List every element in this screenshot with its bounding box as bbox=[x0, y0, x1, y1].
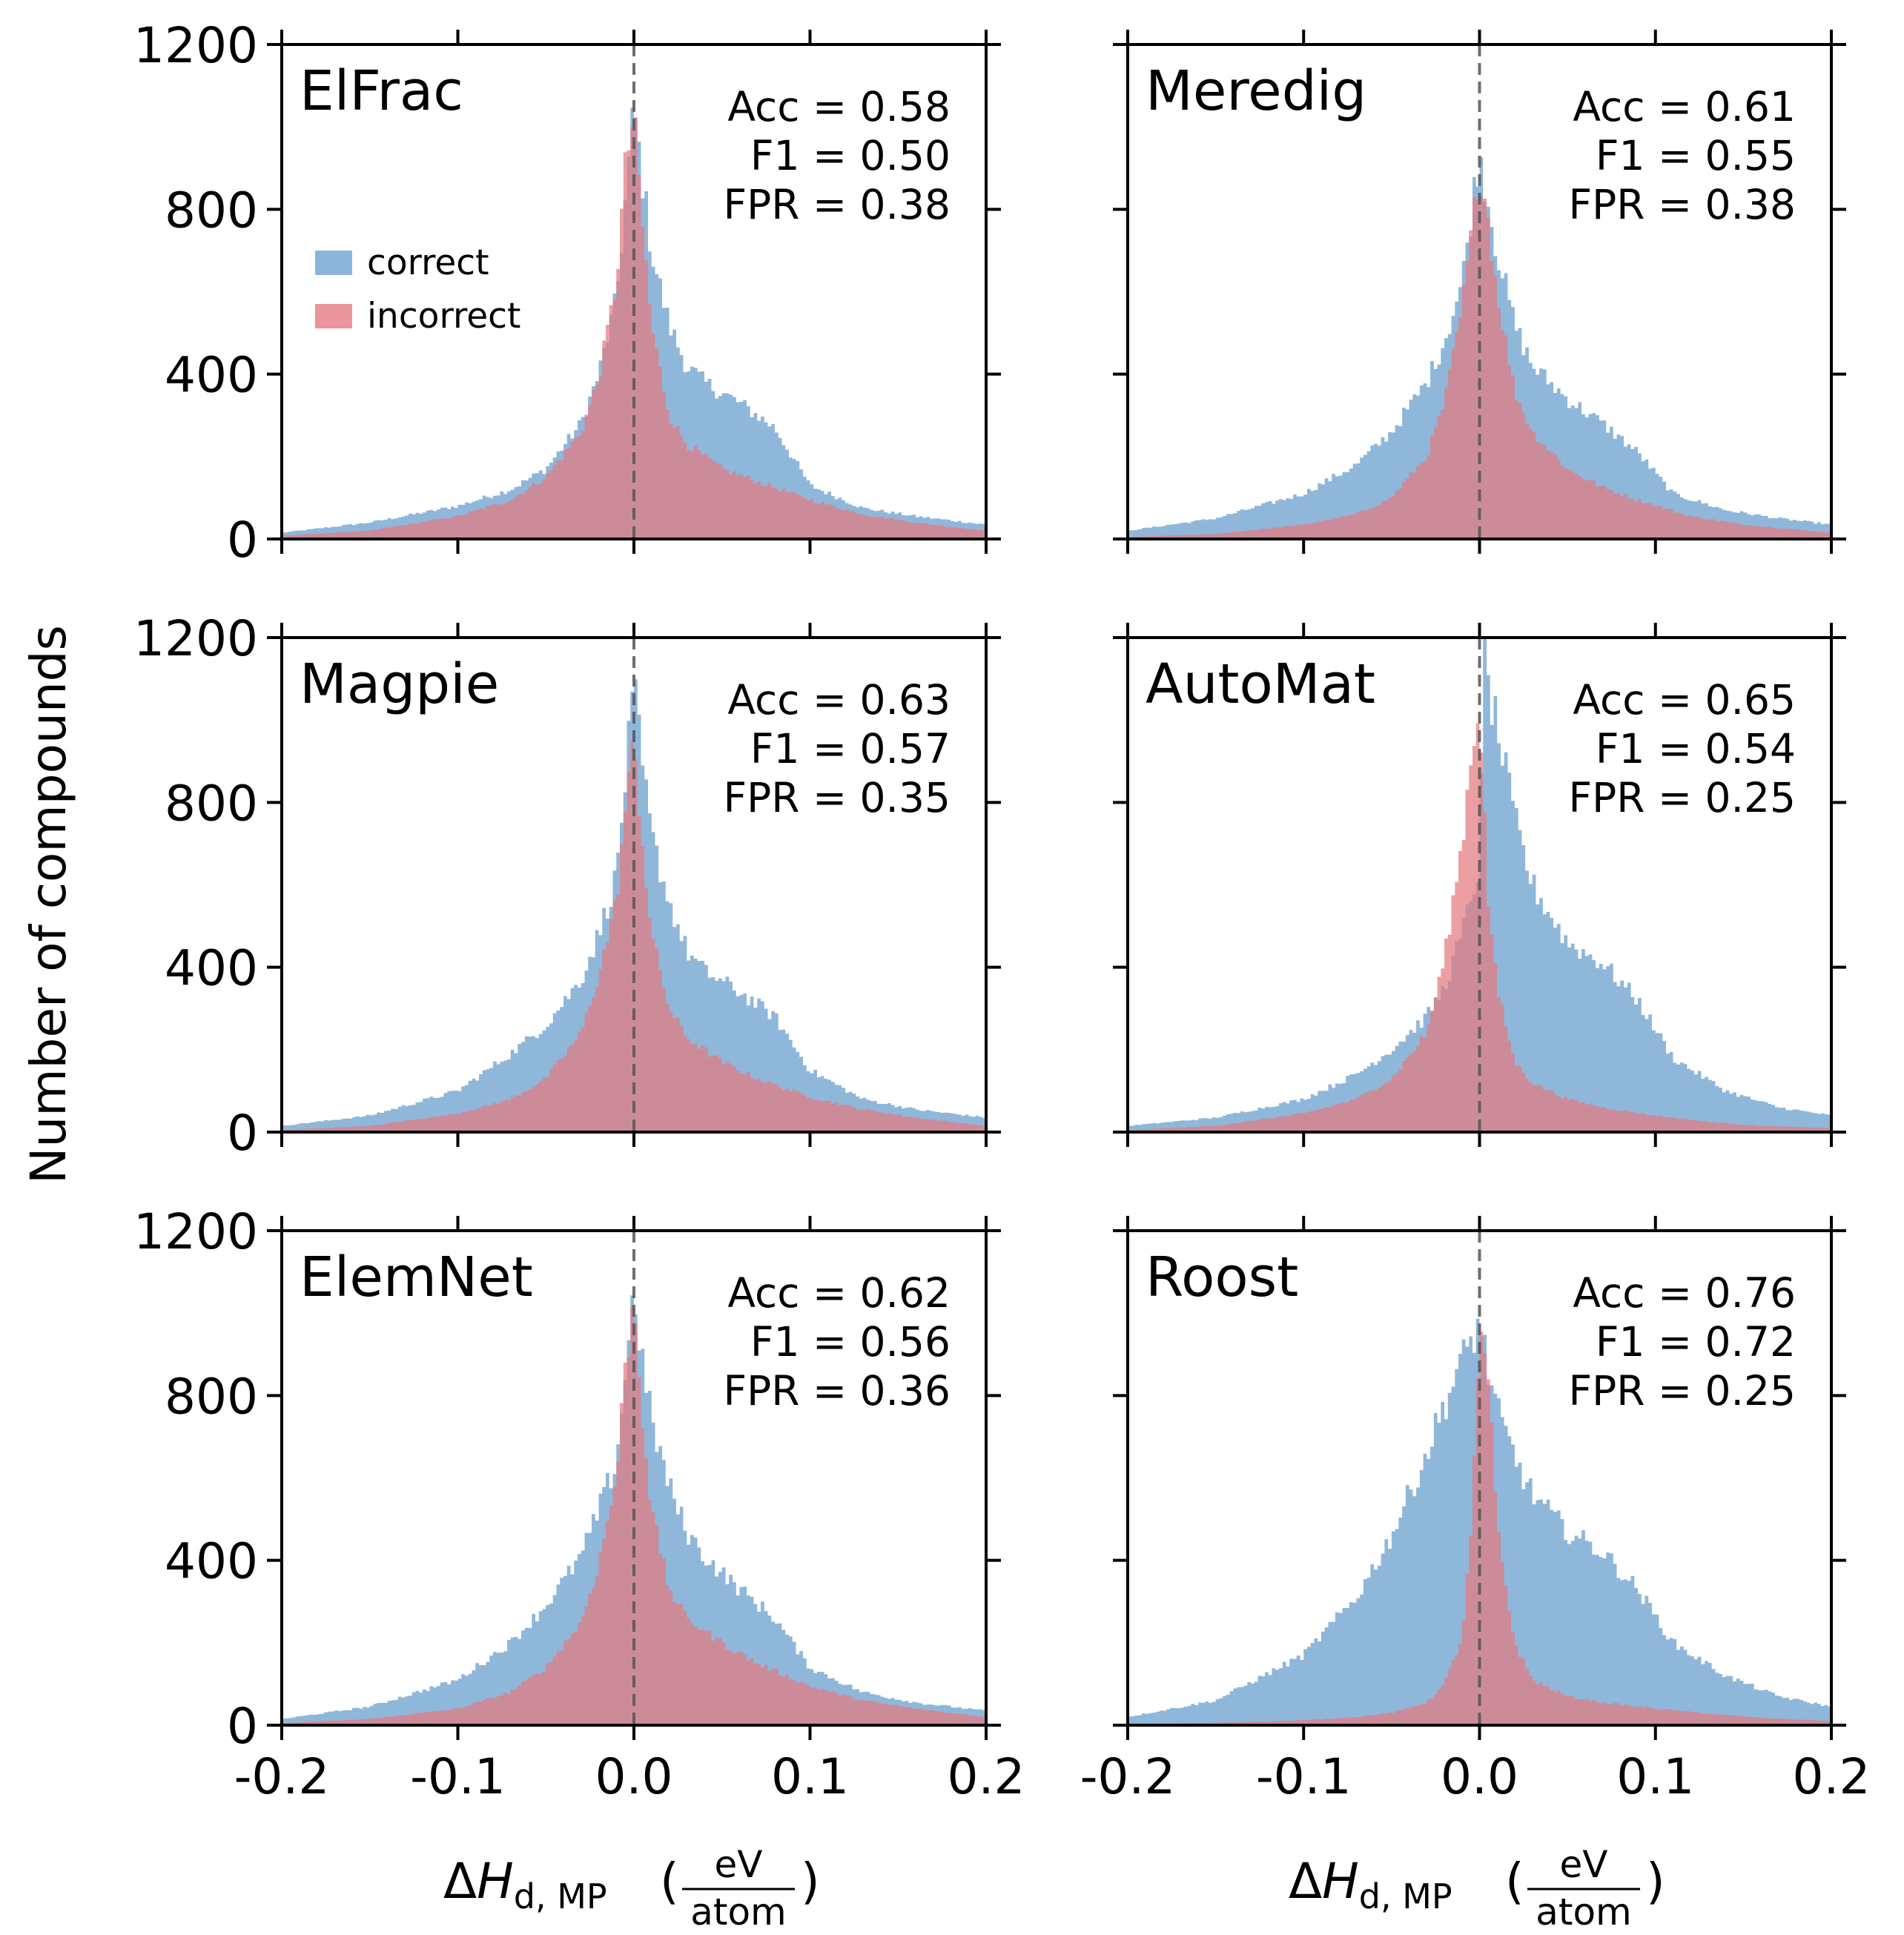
x-tick-label-roost-0: -0.2 bbox=[1080, 1748, 1176, 1805]
metric-f1-roost: F1 = 0.72 bbox=[1596, 1318, 1796, 1366]
x-label-num: eV bbox=[715, 1843, 763, 1886]
legend-label-correct: correct bbox=[367, 242, 489, 283]
y-tick-label-magpie-2: 800 bbox=[165, 775, 258, 832]
x-axis-label-left: ΔHd, MP ( eV atom ) bbox=[443, 1843, 820, 1934]
y-tick-label-elfrac-1: 400 bbox=[165, 347, 258, 404]
x-label-open-r: ( bbox=[1505, 1853, 1524, 1910]
x-label-sub-r: d, MP bbox=[1359, 1876, 1452, 1916]
x-label-h-r: H bbox=[1322, 1853, 1359, 1910]
metric-acc-elfrac: Acc = 0.58 bbox=[727, 83, 951, 130]
metric-fpr-magpie: FPR = 0.35 bbox=[723, 774, 951, 821]
panel-title-elemnet: ElemNet bbox=[300, 1246, 533, 1309]
x-tick-label-elemnet-3: 0.1 bbox=[771, 1748, 849, 1805]
x-tick-label-roost-3: 0.1 bbox=[1616, 1748, 1694, 1805]
metric-fpr-automat: FPR = 0.25 bbox=[1568, 774, 1796, 821]
y-tick-label-elfrac-3: 1200 bbox=[133, 17, 258, 74]
panel-title-roost: Roost bbox=[1146, 1246, 1298, 1309]
metric-acc-meredig: Acc = 0.61 bbox=[1573, 83, 1796, 130]
x-label-open: ( bbox=[660, 1853, 679, 1910]
legend-swatch-incorrect bbox=[315, 304, 352, 328]
panel-title-magpie: Magpie bbox=[300, 652, 499, 716]
metric-acc-roost: Acc = 0.76 bbox=[1573, 1269, 1796, 1317]
metric-f1-automat: F1 = 0.54 bbox=[1596, 725, 1796, 773]
y-tick-label-elfrac-2: 800 bbox=[165, 182, 258, 239]
x-label-h: H bbox=[477, 1853, 514, 1910]
legend: correct incorrect bbox=[315, 242, 520, 337]
metric-acc-magpie: Acc = 0.63 bbox=[727, 676, 951, 724]
metric-fpr-meredig: FPR = 0.38 bbox=[1568, 181, 1796, 228]
x-label-num-r: eV bbox=[1560, 1843, 1608, 1886]
svg-text:ΔHd, MP: ΔHd, MP bbox=[443, 1853, 607, 1916]
svg-text:ΔHd, MP: ΔHd, MP bbox=[1289, 1853, 1452, 1916]
x-tick-label-elemnet-4: 0.2 bbox=[948, 1748, 1025, 1805]
x-tick-label-elemnet-1: -0.1 bbox=[410, 1748, 506, 1805]
legend-label-incorrect: incorrect bbox=[367, 296, 520, 337]
y-axis-label: Number of compounds bbox=[20, 625, 77, 1184]
metric-acc-elemnet: Acc = 0.62 bbox=[727, 1269, 951, 1317]
metric-f1-elfrac: F1 = 0.50 bbox=[750, 132, 951, 179]
metric-f1-elemnet: F1 = 0.56 bbox=[750, 1318, 951, 1366]
y-tick-label-magpie-3: 1200 bbox=[133, 610, 258, 667]
x-label-close-r: ) bbox=[1646, 1853, 1665, 1910]
panel-elemnet: 0 400 800 1200 -0.2 -0.1 0.0 0.1 0.2 ElemNet Acc =… bbox=[133, 1203, 1025, 1805]
y-tick-label-elfrac-0: 0 bbox=[227, 512, 258, 569]
x-label-sub: d, MP bbox=[514, 1876, 607, 1916]
histogram-incorrect-automat bbox=[1128, 723, 1831, 1132]
metric-fpr-elfrac: FPR = 0.38 bbox=[723, 181, 951, 228]
metric-f1-meredig: F1 = 0.55 bbox=[1596, 132, 1796, 179]
x-label-delta-r: Δ bbox=[1289, 1853, 1322, 1910]
legend-swatch-correct bbox=[315, 251, 352, 275]
metric-fpr-roost: FPR = 0.25 bbox=[1568, 1367, 1796, 1415]
y-tick-label-elemnet-3: 1200 bbox=[133, 1203, 258, 1260]
x-tick-label-elemnet-2: 0.0 bbox=[595, 1748, 673, 1805]
x-tick-label-elemnet-0: -0.2 bbox=[234, 1748, 330, 1805]
panel-title-automat: AutoMat bbox=[1146, 652, 1375, 716]
y-tick-label-elemnet-2: 800 bbox=[165, 1368, 258, 1425]
metric-fpr-elemnet: FPR = 0.36 bbox=[723, 1367, 951, 1415]
y-tick-label-magpie-1: 400 bbox=[165, 940, 258, 997]
x-label-delta: Δ bbox=[443, 1853, 477, 1910]
y-tick-label-elemnet-1: 400 bbox=[165, 1533, 258, 1590]
x-label-den: atom bbox=[690, 1891, 787, 1934]
metric-acc-automat: Acc = 0.65 bbox=[1573, 676, 1796, 724]
x-tick-label-roost-1: -0.1 bbox=[1256, 1748, 1352, 1805]
x-axis-label-right: ΔHd, MP ( eV atom ) bbox=[1289, 1843, 1665, 1934]
y-tick-label-elemnet-0: 0 bbox=[227, 1698, 258, 1755]
x-label-close: ) bbox=[801, 1853, 820, 1910]
metric-f1-magpie: F1 = 0.57 bbox=[750, 725, 951, 773]
x-tick-label-roost-2: 0.0 bbox=[1441, 1748, 1518, 1805]
x-tick-label-roost-4: 0.2 bbox=[1793, 1748, 1871, 1805]
x-label-den-r: atom bbox=[1536, 1891, 1632, 1934]
y-tick-label-magpie-0: 0 bbox=[227, 1105, 258, 1162]
panel-title-elfrac: ElFrac bbox=[300, 59, 463, 123]
panel-title-meredig: Meredig bbox=[1146, 59, 1366, 123]
